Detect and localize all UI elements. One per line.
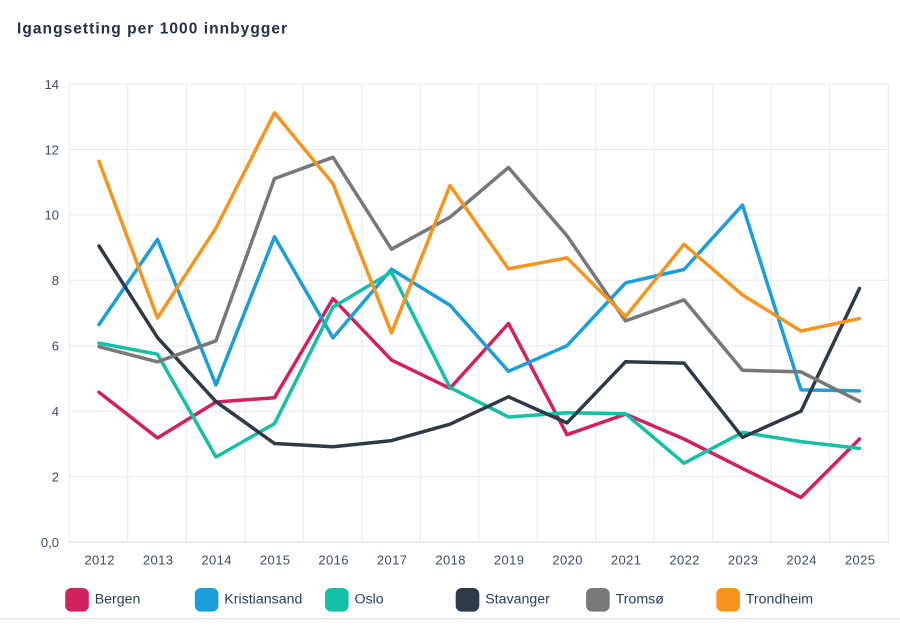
svg-text:Trondheim: Trondheim [746,591,813,607]
svg-text:2013: 2013 [143,553,174,568]
svg-text:2017: 2017 [377,553,408,568]
svg-text:14: 14 [45,77,59,92]
svg-text:12: 12 [45,142,59,157]
svg-text:8: 8 [52,273,59,288]
svg-text:2024: 2024 [786,553,817,568]
svg-text:2016: 2016 [318,553,349,568]
svg-text:Igangsetting per 1000 innbygge: Igangsetting per 1000 innbygger [17,21,288,38]
svg-text:2021: 2021 [611,553,642,568]
svg-text:Bergen: Bergen [95,591,141,607]
svg-text:Tromsø: Tromsø [616,591,665,607]
svg-text:6: 6 [52,339,59,354]
svg-text:4: 4 [52,404,59,419]
svg-text:2025: 2025 [845,553,876,568]
svg-text:Oslo: Oslo [355,591,384,607]
svg-text:10: 10 [45,208,59,223]
svg-text:Kristiansand: Kristiansand [224,591,302,607]
svg-text:2018: 2018 [435,553,466,568]
svg-text:2014: 2014 [201,553,232,568]
svg-text:2023: 2023 [728,553,759,568]
svg-text:2015: 2015 [260,553,291,568]
svg-text:Stavanger: Stavanger [485,591,550,607]
svg-text:2012: 2012 [84,553,115,568]
svg-text:2022: 2022 [669,553,700,568]
svg-text:2: 2 [52,469,59,484]
svg-text:0,0: 0,0 [41,535,59,550]
svg-text:2019: 2019 [494,553,525,568]
svg-text:2020: 2020 [552,553,583,568]
